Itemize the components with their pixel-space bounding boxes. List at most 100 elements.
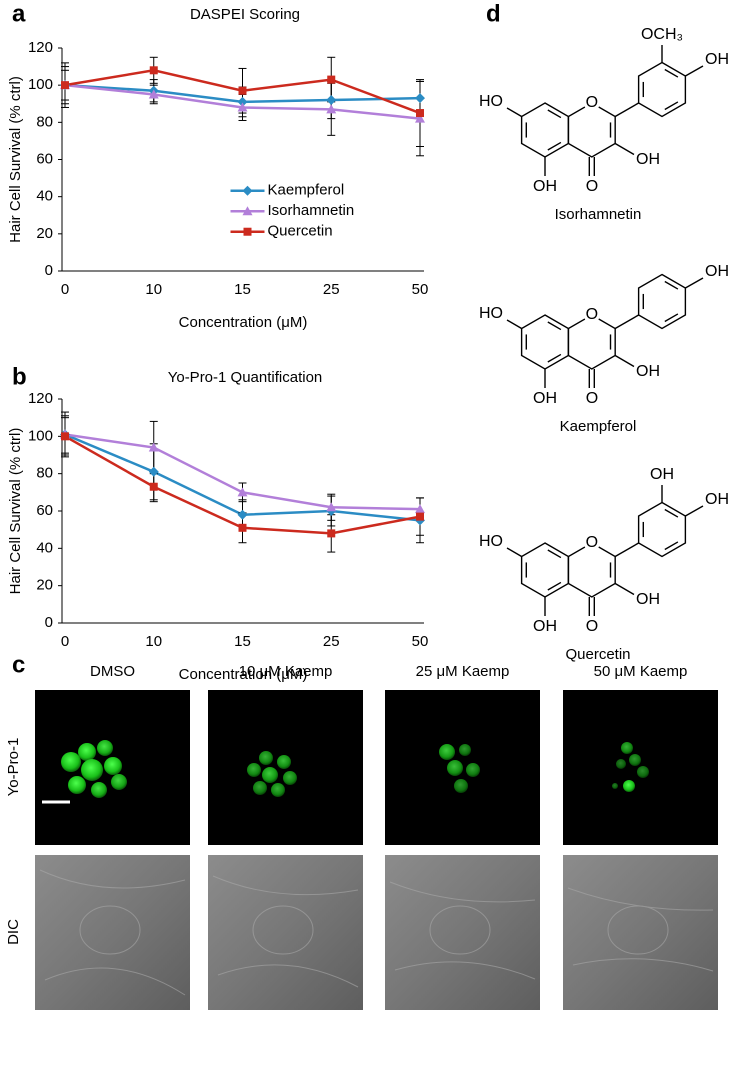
marker: [415, 504, 425, 514]
atom-label: O: [586, 534, 598, 551]
atom-label: OH: [533, 390, 557, 407]
y-tick-label: 100: [28, 427, 53, 444]
double-bond: [547, 321, 562, 331]
double-bond: [547, 549, 562, 559]
dic-image: [208, 855, 363, 1010]
legend-label: Isorhamnetin: [268, 202, 355, 219]
cell-nucleus: [253, 781, 267, 795]
x-tick-label: 50: [412, 281, 429, 298]
ring-b: [637, 501, 687, 558]
double-bond: [664, 508, 679, 518]
dic-fold: [39, 869, 186, 889]
dic-fold: [567, 887, 714, 911]
atom-label: OCH₃: [641, 26, 683, 43]
cell-nucleus: [91, 782, 107, 798]
atom-label: OH: [636, 591, 660, 608]
atom-label: OH: [533, 178, 557, 195]
marker: [61, 81, 69, 90]
x-tick-label: 50: [412, 633, 429, 650]
ring-b: [637, 273, 687, 330]
double-bond: [664, 313, 679, 323]
column-label: 25 μM Kaemp: [416, 663, 510, 680]
x-tick-label: 10: [145, 281, 162, 298]
atom-label: O: [586, 618, 598, 635]
x-tick-label: 15: [234, 281, 251, 298]
cell-nucleus: [439, 744, 455, 760]
ring-b: [637, 61, 687, 118]
molecule: [506, 273, 704, 388]
dic-fold: [212, 875, 359, 896]
bond: [614, 314, 639, 330]
cell-nucleus: [459, 744, 471, 756]
dic-image: [563, 855, 718, 1010]
dic-fold: [44, 967, 186, 996]
cell-nucleus: [104, 757, 122, 775]
panel-label: b: [12, 363, 27, 390]
dic-fold: [572, 958, 714, 972]
cell-nucleus: [623, 780, 635, 792]
double-bond: [547, 581, 562, 591]
bond: [685, 65, 704, 77]
dic-image: [35, 855, 190, 1010]
dic-fold: [394, 961, 536, 980]
marker: [242, 185, 253, 196]
cell-nucleus: [283, 771, 297, 785]
atom-label: O: [586, 306, 598, 323]
marker: [242, 206, 253, 216]
dic-cluster: [252, 905, 314, 955]
dic-fold: [217, 964, 359, 988]
double-bond: [664, 68, 679, 78]
dic-fold: [389, 881, 536, 903]
atom-label: HO: [479, 93, 503, 110]
dic-texture: [212, 875, 359, 988]
marker: [326, 502, 337, 512]
panel-label: d: [486, 0, 501, 27]
legend-label: Quercetin: [268, 223, 333, 240]
ring-a: [520, 314, 570, 370]
molecule: [506, 485, 704, 616]
double-bond: [664, 101, 679, 111]
cell-nucleus: [68, 776, 86, 794]
cell-nucleus: [629, 754, 641, 766]
atom-label: OH: [705, 263, 729, 280]
cell-nucleus: [637, 766, 649, 778]
y-tick-label: 60: [36, 150, 53, 167]
y-tick-label: 100: [28, 76, 53, 93]
dic-cluster: [79, 905, 141, 955]
x-tick-label: 15: [234, 633, 251, 650]
marker: [238, 523, 247, 532]
marker: [148, 89, 159, 99]
double-bond: [664, 280, 679, 290]
atom-label: HO: [479, 305, 503, 322]
marker: [326, 104, 337, 114]
dic-texture: [567, 887, 714, 972]
y-tick-label: 80: [36, 465, 53, 482]
bond: [506, 107, 522, 118]
dic-cluster: [429, 905, 491, 955]
marker: [415, 113, 425, 123]
row-label: Yo-Pro-1: [5, 738, 22, 797]
atom-gap: [583, 95, 600, 111]
atom-label: O: [586, 390, 598, 407]
molecule-name: Isorhamnetin: [555, 206, 642, 223]
bond: [506, 319, 522, 330]
atom-label: O: [586, 178, 598, 195]
y-tick-label: 120: [28, 39, 53, 56]
marker: [237, 509, 248, 520]
x-tick-label: 0: [61, 633, 69, 650]
cell-nucleus: [454, 779, 468, 793]
atom-label: OH: [705, 491, 729, 508]
marker: [416, 109, 424, 118]
x-axis-label: Concentration (μM): [179, 666, 308, 683]
chart-title: DASPEI Scoring: [190, 6, 300, 23]
cell-nucleus: [466, 763, 480, 777]
x-tick-label: 10: [145, 633, 162, 650]
double-bond: [547, 109, 562, 119]
bond: [614, 354, 635, 368]
y-tick-label: 0: [45, 614, 53, 631]
cell-nucleus: [97, 740, 113, 756]
x-tick-label: 25: [323, 633, 340, 650]
molecule-name: Kaempferol: [560, 418, 637, 435]
y-tick-label: 120: [28, 390, 53, 407]
